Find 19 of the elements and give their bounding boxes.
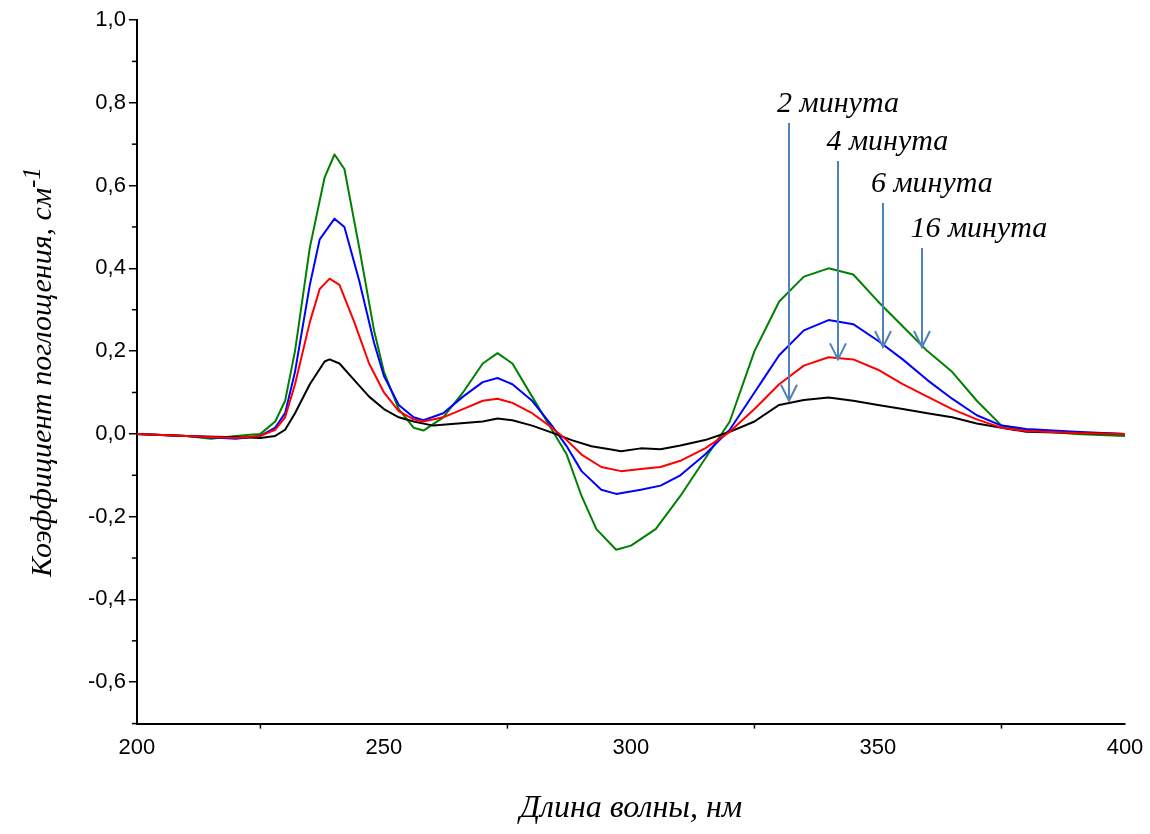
annotation: 2 минута	[777, 85, 899, 119]
x-tick-label: 400	[1106, 733, 1144, 759]
annotation: 4 минута	[826, 123, 949, 157]
annotation: 16 минута	[910, 210, 1048, 244]
x-axis-title: Длина волны, нм	[516, 788, 744, 825]
y-tick-label: -0,4	[87, 585, 126, 611]
y-tick-label: 0,8	[95, 88, 126, 114]
x-tick-label: 200	[118, 733, 156, 759]
x-tick-label: 250	[365, 733, 403, 759]
y-tick-label: -0,2	[87, 502, 126, 528]
y-tick-label: -0,6	[87, 668, 126, 694]
y-tick-label: 0,0	[95, 419, 126, 445]
x-tick-label: 300	[612, 733, 650, 759]
y-tick-label: 0,2	[95, 337, 126, 363]
y-tick-label: 0,6	[95, 171, 126, 197]
y-tick-label: 1,0	[95, 6, 126, 32]
annotation: 6 минута	[870, 165, 993, 199]
x-tick-label: 350	[859, 733, 897, 759]
y-tick-label: 0,4	[95, 254, 126, 280]
